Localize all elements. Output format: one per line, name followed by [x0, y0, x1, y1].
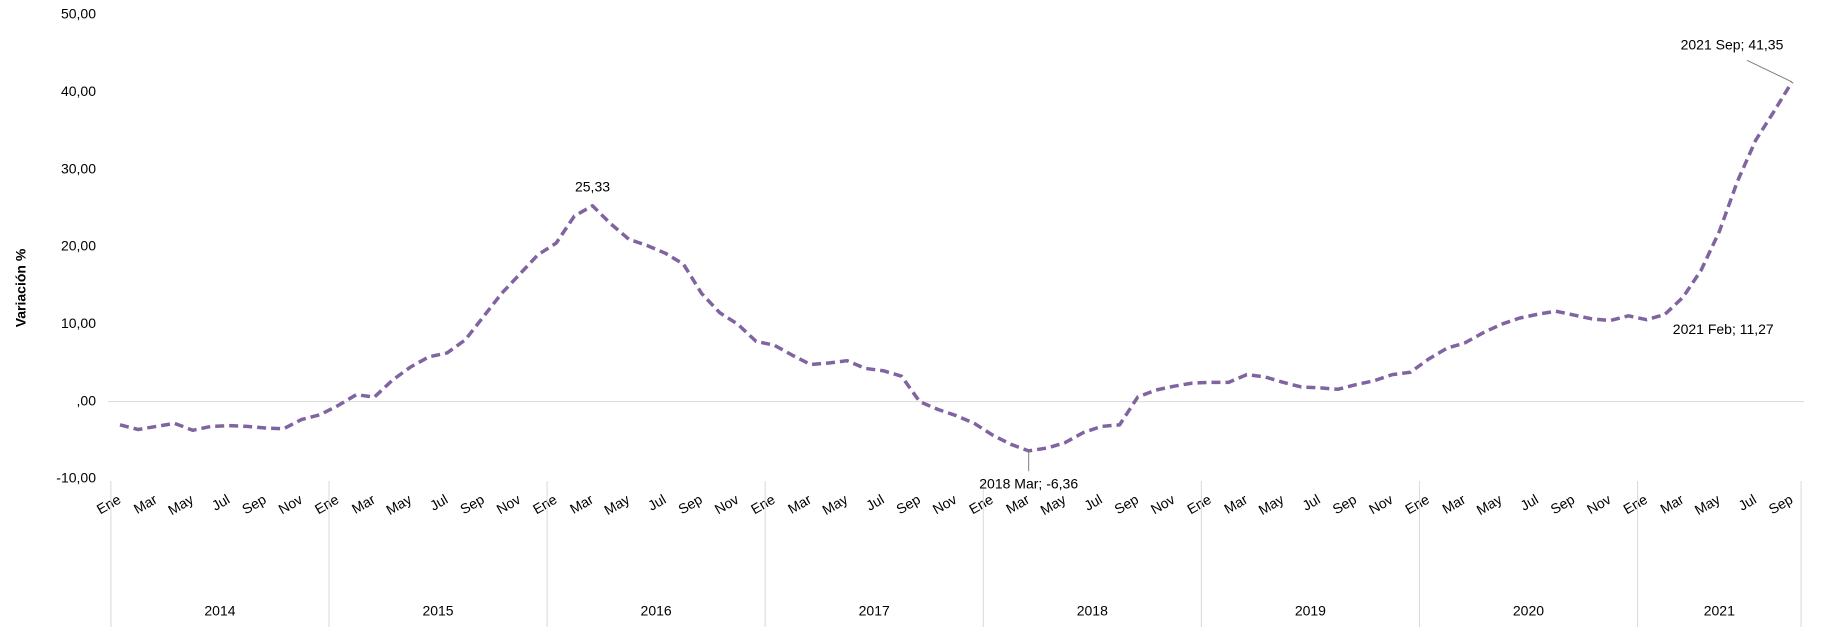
year-label: 2021 [1704, 603, 1735, 619]
x-tick-label: Mar [1657, 491, 1686, 517]
x-tick-label: Ene [1620, 491, 1650, 517]
x-tick-label: Jul [1299, 491, 1323, 514]
data-label: 25,33 [575, 178, 610, 194]
data-label: 2018 Mar; -6,36 [979, 476, 1078, 492]
year-label: 2017 [859, 603, 890, 619]
x-tick-label: Ene [312, 491, 342, 517]
x-tick-label: Jul [1517, 491, 1541, 514]
x-tick-label: Sep [1330, 491, 1360, 517]
x-tick-label: Mar [131, 491, 160, 517]
x-tick-label: Ene [1184, 491, 1214, 517]
y-axis-label: Variación % [13, 248, 29, 327]
x-tick-label: Nov [494, 491, 524, 517]
x-tick-label: Ene [966, 491, 996, 517]
data-label: 2021 Feb; 11,27 [1673, 321, 1774, 337]
x-tick-label: Nov [1584, 491, 1614, 517]
x-tick-label: May [383, 491, 414, 518]
x-tick-label: Jul [863, 491, 887, 514]
x-tick-label: May [1037, 491, 1068, 518]
x-tick-label: Jul [1081, 491, 1105, 514]
x-tick-label: Mar [349, 491, 378, 517]
x-tick-label: Mar [1439, 491, 1468, 517]
x-tick-label: Jul [427, 491, 451, 514]
y-tick-label: -10,00 [56, 470, 96, 486]
x-tick-label: Sep [1112, 491, 1142, 517]
x-tick-label: Mar [1003, 491, 1032, 517]
x-tick-label: Sep [675, 491, 705, 517]
x-tick-label: May [165, 491, 196, 518]
year-label: 2019 [1295, 603, 1326, 619]
x-tick-label: Nov [1366, 491, 1396, 517]
x-tick-label: Ene [530, 491, 560, 517]
x-tick-label: Nov [276, 491, 306, 517]
x-tick-label: Jul [645, 491, 669, 514]
year-label: 2018 [1077, 603, 1108, 619]
y-tick-label: ,00 [77, 392, 97, 408]
x-tick-label: Sep [457, 491, 487, 517]
data-line [119, 80, 1794, 453]
x-tick-label: May [819, 491, 850, 518]
x-tick-label: Mar [567, 491, 596, 517]
x-tick-label: Sep [1766, 491, 1796, 517]
year-label: 2014 [204, 603, 235, 619]
x-tick-label: May [1474, 491, 1505, 518]
leader-line [1746, 59, 1793, 83]
year-label: 2015 [422, 603, 453, 619]
x-tick-label: Nov [930, 491, 960, 517]
x-tick-label: Mar [785, 491, 814, 517]
data-label: 2021 Sep; 41,35 [1681, 37, 1784, 53]
x-tick-label: Sep [239, 491, 269, 517]
x-tick-label: Sep [893, 491, 923, 517]
x-tick-label: Nov [712, 491, 742, 517]
x-tick-label: May [1692, 491, 1723, 518]
y-tick-label: 10,00 [61, 315, 96, 331]
y-tick-label: 30,00 [61, 160, 96, 176]
x-tick-label: May [1256, 491, 1287, 518]
x-tick-label: Ene [94, 491, 124, 517]
year-label: 2016 [641, 603, 672, 619]
year-label: 2020 [1513, 603, 1544, 619]
x-tick-label: May [601, 491, 632, 518]
x-tick-label: Nov [1148, 491, 1178, 517]
x-tick-label: Mar [1221, 491, 1250, 517]
y-tick-label: 50,00 [61, 6, 96, 22]
x-tick-label: Ene [1402, 491, 1432, 517]
y-tick-label: 20,00 [61, 238, 96, 254]
x-tick-label: Jul [209, 491, 233, 514]
x-tick-label: Sep [1548, 491, 1578, 517]
y-tick-label: 40,00 [61, 83, 96, 99]
x-tick-label: Ene [748, 491, 778, 517]
x-tick-label: Jul [1735, 491, 1759, 514]
